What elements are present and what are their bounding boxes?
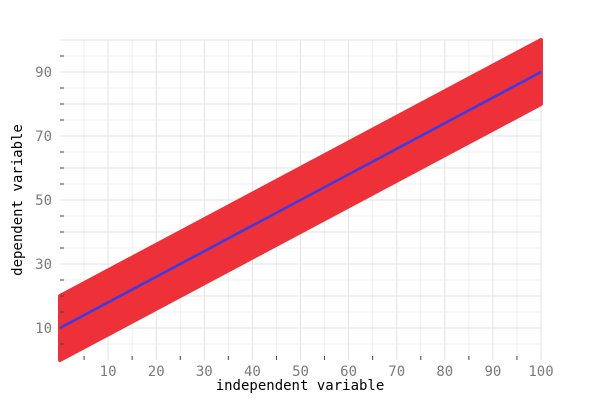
data-layer: [58, 38, 543, 362]
y-tick-label: 30: [35, 257, 52, 273]
x-axis-label: independent variable: [216, 378, 385, 394]
y-tick-label: 10: [35, 321, 52, 337]
x-tick-label: 50: [292, 364, 309, 380]
axes: 10 20 30 40 50 60 70 80 90 100 10 30 50 70 90: [35, 55, 554, 380]
y-tick-label: 90: [35, 65, 52, 81]
y-axis-label: dependent variable: [10, 124, 26, 276]
fit-line: [59, 70, 542, 330]
x-tick-label: 60: [340, 364, 357, 380]
x-tick-label: 30: [196, 364, 213, 380]
x-tick-label: 70: [388, 364, 405, 380]
x-tick-label: 90: [484, 364, 501, 380]
x-tick-label: 40: [244, 364, 261, 380]
x-tick-label: 80: [436, 364, 453, 380]
x-tick-label: 100: [528, 364, 553, 380]
y-tick-label: 50: [35, 193, 52, 209]
y-tick-label: 70: [35, 129, 52, 145]
x-tick-label: 10: [100, 364, 117, 380]
x-tick-label: 20: [148, 364, 165, 380]
